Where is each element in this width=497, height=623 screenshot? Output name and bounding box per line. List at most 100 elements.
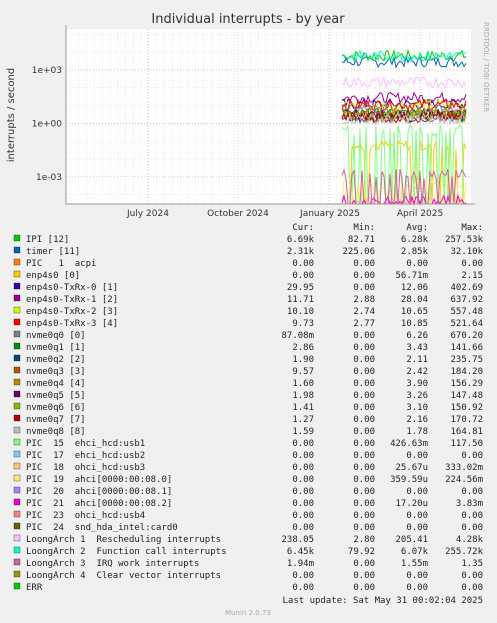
legend-value: 0.00 xyxy=(292,439,314,449)
legend-value: 1.35 xyxy=(461,559,483,569)
legend-swatch xyxy=(13,498,21,506)
legend-swatch xyxy=(13,378,21,386)
legend-series-name: enp4s0-TxRx-3 [4] xyxy=(26,319,118,329)
legend-value: 117.50 xyxy=(450,439,483,449)
legend-series-name: nvme0q0 [0] xyxy=(26,331,86,341)
legend-value: 0.00 xyxy=(353,415,375,425)
legend-value: 0.00 xyxy=(353,463,375,473)
series-line xyxy=(341,49,467,63)
legend-value: 0.00 xyxy=(353,487,375,497)
x-tick-label: October 2024 xyxy=(207,209,269,219)
legend-value: 0.00 xyxy=(353,379,375,389)
legend-series-name: timer [11] xyxy=(26,247,80,257)
legend-value: 402.69 xyxy=(450,283,483,293)
legend-value: 12.06 xyxy=(401,283,428,293)
legend-swatch xyxy=(13,258,21,266)
legend-value: 2.11 xyxy=(406,355,428,365)
munin-version: Munin 2.0.73 xyxy=(225,609,271,617)
legend-series-name: enp4s0-TxRx-2 [3] xyxy=(26,307,118,317)
legend-swatch xyxy=(13,534,21,542)
legend-value: 0.00 xyxy=(406,523,428,533)
legend-swatch xyxy=(13,294,21,302)
legend-swatch xyxy=(13,318,21,326)
legend-value: 0.00 xyxy=(353,331,375,341)
legend-value: 2.86 xyxy=(292,343,314,353)
legend-series-name: ERR xyxy=(26,583,43,593)
legend-value: 0.00 xyxy=(406,583,428,593)
legend-value: 257.53k xyxy=(445,235,484,245)
legend-swatch xyxy=(13,270,21,278)
legend-value: 0.00 xyxy=(353,403,375,413)
legend-swatch xyxy=(13,246,21,254)
legend-value: 0.00 xyxy=(353,271,375,281)
legend-series-name: nvme0q8 [8] xyxy=(26,427,86,437)
legend-value: 141.66 xyxy=(450,343,483,353)
legend-value: 0.00 xyxy=(292,463,314,473)
legend-value: 0.00 xyxy=(461,511,483,521)
legend-value: 557.48 xyxy=(450,307,483,317)
legend-column-header: Cur: xyxy=(292,223,314,233)
legend-swatch xyxy=(13,402,21,410)
legend-series-name: enp4s0-TxRx-1 [2] xyxy=(26,295,118,305)
legend-series-name: PIC 23 ohci_hcd:usb4 xyxy=(26,511,145,521)
legend-value: 2.42 xyxy=(406,367,428,377)
legend-value: 0.00 xyxy=(406,451,428,461)
legend-swatch xyxy=(13,570,21,578)
legend-series-name: nvme0q2 [2] xyxy=(26,355,86,365)
y-tick-label: 1e+03 xyxy=(32,66,62,76)
legend-value: 0.00 xyxy=(461,583,483,593)
legend-value: 225.06 xyxy=(342,247,375,257)
legend-value: 2.15 xyxy=(461,271,483,281)
series-line xyxy=(341,108,467,122)
legend-swatch xyxy=(13,390,21,398)
legend-value: 10.65 xyxy=(401,307,428,317)
legend-swatch xyxy=(13,474,21,482)
legend-value: 0.00 xyxy=(353,559,375,569)
legend-value: 1.90 xyxy=(292,355,314,365)
legend-value: 0.00 xyxy=(292,523,314,533)
legend-swatch xyxy=(13,510,21,518)
legend-value: 3.26 xyxy=(406,391,428,401)
legend-value: 3.90 xyxy=(406,379,428,389)
legend: Cur: Min: Avg: Max: IPI [12] 6.69k 82.71 6.28k 2… xyxy=(13,223,484,593)
rrdtool-watermark: RRDTOOL / TOBI OETIKER xyxy=(482,22,490,112)
legend-value: 2.77 xyxy=(353,319,375,329)
legend-series-name: PIC 19 ahci[0000:00:08.0] xyxy=(26,475,172,485)
legend-series-name: PIC 1 acpi xyxy=(26,259,96,269)
legend-value: 10.85 xyxy=(401,319,428,329)
legend-value: 0.00 xyxy=(353,367,375,377)
legend-value: 0.00 xyxy=(353,343,375,353)
legend-series-name: LoongArch 3 IRQ work interrupts xyxy=(26,559,199,569)
legend-value: 6.26 xyxy=(406,331,428,341)
legend-value: 0.00 xyxy=(292,511,314,521)
legend-swatch xyxy=(13,522,21,530)
legend-swatch xyxy=(13,366,21,374)
legend-value: 426.63m xyxy=(390,439,428,449)
legend-value: 170.72 xyxy=(450,415,483,425)
legend-series-name: PIC 20 ahci[0000:00:08.1] xyxy=(26,487,172,497)
legend-value: 87.08m xyxy=(281,331,314,341)
legend-value: 1.27 xyxy=(292,415,314,425)
y-tick-label: 1e+00 xyxy=(32,119,63,129)
legend-value: 0.00 xyxy=(292,571,314,581)
legend-value: 255.72k xyxy=(445,547,484,557)
legend-value: 147.48 xyxy=(450,391,483,401)
legend-swatch xyxy=(13,342,21,350)
legend-value: 0.00 xyxy=(292,451,314,461)
legend-series-name: PIC 24 snd_hda_intel:card0 xyxy=(26,523,178,533)
legend-value: 521.64 xyxy=(450,319,483,329)
legend-value: 25.67u xyxy=(395,463,428,473)
legend-value: 1.60 xyxy=(292,379,314,389)
legend-value: 29.95 xyxy=(287,283,314,293)
legend-swatch xyxy=(13,546,21,554)
legend-value: 0.00 xyxy=(353,475,375,485)
legend-value: 224.56m xyxy=(445,475,483,485)
legend-swatch xyxy=(13,354,21,362)
legend-value: 238.05 xyxy=(281,535,314,545)
legend-value: 0.00 xyxy=(461,451,483,461)
legend-value: 2.16 xyxy=(406,415,428,425)
legend-series-name: nvme0q7 [7] xyxy=(26,415,86,425)
legend-swatch xyxy=(13,450,21,458)
legend-value: 6.07k xyxy=(401,547,429,557)
legend-value: 0.00 xyxy=(353,427,375,437)
